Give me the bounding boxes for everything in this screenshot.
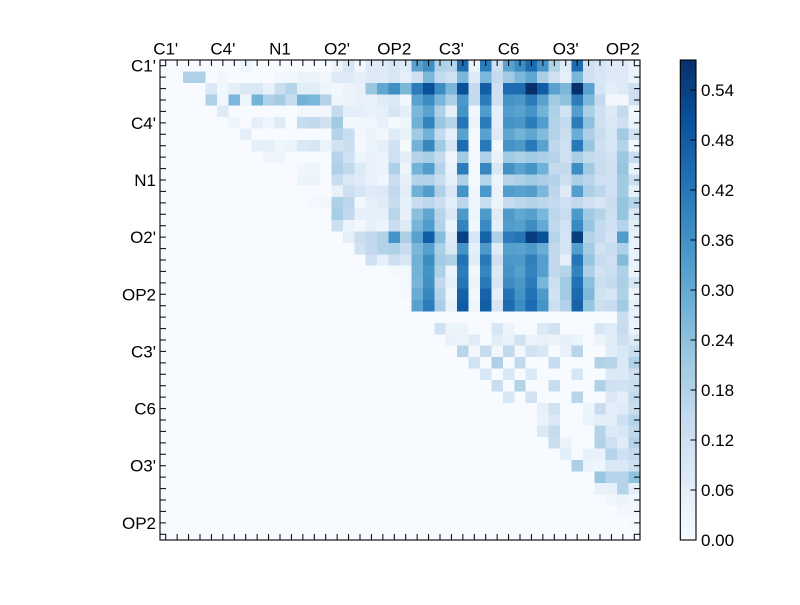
svg-text:C3': C3' (131, 342, 156, 361)
svg-text:C1': C1' (131, 57, 156, 76)
svg-text:OP2: OP2 (122, 285, 156, 304)
svg-text:C3': C3' (439, 40, 464, 59)
svg-text:C6: C6 (134, 400, 156, 419)
svg-text:C4': C4' (131, 114, 156, 133)
svg-text:C4': C4' (210, 40, 235, 59)
svg-text:OP2: OP2 (606, 40, 640, 59)
svg-text:0.36: 0.36 (701, 231, 734, 250)
svg-text:0.54: 0.54 (701, 81, 734, 100)
svg-text:0.12: 0.12 (701, 431, 734, 450)
svg-text:N1: N1 (134, 171, 156, 190)
svg-text:0.18: 0.18 (701, 381, 734, 400)
svg-text:N1: N1 (269, 40, 291, 59)
svg-text:O2': O2' (130, 228, 156, 247)
svg-text:OP2: OP2 (122, 514, 156, 533)
svg-text:O3': O3' (130, 457, 156, 476)
svg-text:0.00: 0.00 (701, 531, 734, 550)
svg-text:O3': O3' (553, 40, 579, 59)
svg-text:C6: C6 (498, 40, 520, 59)
svg-text:0.30: 0.30 (701, 281, 734, 300)
svg-text:0.24: 0.24 (701, 331, 734, 350)
svg-text:0.06: 0.06 (701, 481, 734, 500)
svg-text:C1': C1' (153, 40, 178, 59)
svg-text:O2': O2' (324, 40, 350, 59)
svg-text:OP2: OP2 (377, 40, 411, 59)
svg-text:0.48: 0.48 (701, 131, 734, 150)
svg-text:0.42: 0.42 (701, 181, 734, 200)
